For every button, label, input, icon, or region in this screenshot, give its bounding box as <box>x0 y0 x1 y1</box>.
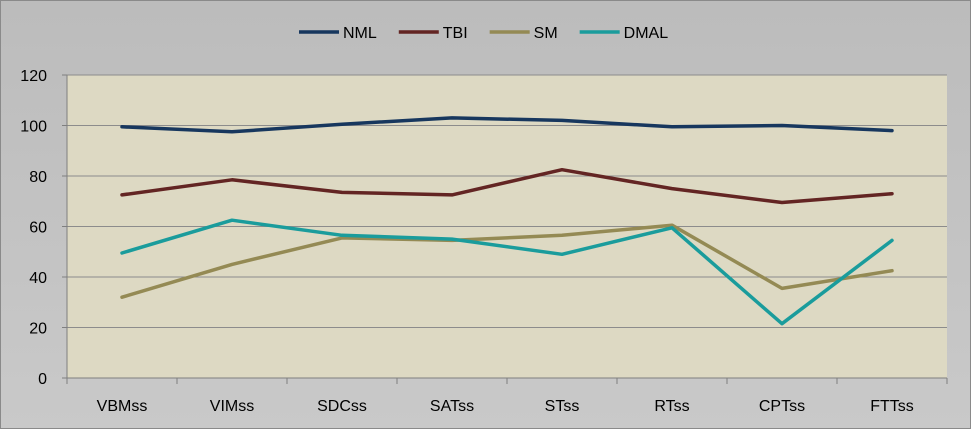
legend-label: NML <box>343 25 377 42</box>
x-tick-label: SATss <box>430 398 474 415</box>
x-tick-label: RTss <box>654 398 689 415</box>
x-tick-label: VIMss <box>210 398 254 415</box>
legend: NML TBI SM DMAL <box>299 25 668 42</box>
y-tick-label: 0 <box>38 371 47 388</box>
y-tick-label: 120 <box>20 68 47 85</box>
series-line-tbi <box>120 167 894 205</box>
x-tick-label: STss <box>545 398 580 415</box>
series-line-nml <box>120 116 894 134</box>
legend-item-nml: NML <box>299 25 377 42</box>
x-tick-label: SDCss <box>317 398 367 415</box>
x-tick-label: CPTss <box>759 398 805 415</box>
legend-item-sm: SM <box>489 25 558 42</box>
series-line-dmal <box>120 218 894 326</box>
y-tick-label: 20 <box>29 321 47 338</box>
legend-label: SM <box>534 25 558 42</box>
legend-item-tbi: TBI <box>398 25 468 42</box>
series-line-sm <box>120 223 894 299</box>
y-tick-label: 100 <box>20 119 47 136</box>
legend-label: DMAL <box>624 25 669 42</box>
y-tick-label: 60 <box>29 220 47 237</box>
y-tick-label: 40 <box>29 270 47 287</box>
x-tick-label: VBMss <box>97 398 148 415</box>
x-tick-label: FTTss <box>870 398 914 415</box>
y-tick-label: 80 <box>29 169 47 186</box>
legend-item-dmal: DMAL <box>579 25 669 42</box>
legend-label: TBI <box>443 25 468 42</box>
